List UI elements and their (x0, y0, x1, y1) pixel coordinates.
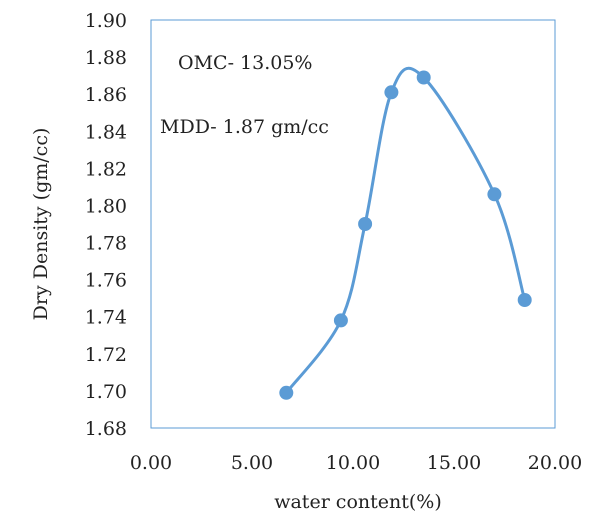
x-tick-label: 0.00 (130, 452, 172, 474)
y-tick-label: 1.90 (85, 10, 127, 32)
x-axis-tick-labels: 0.00 5.00 10.00 15.00 20.00 (130, 452, 582, 474)
y-tick-label: 1.68 (85, 418, 127, 440)
omc-annotation: OMC- 13.05% (178, 52, 312, 74)
x-axis-title: water content(%) (274, 491, 442, 513)
y-tick-label: 1.82 (85, 158, 127, 180)
mdd-annotation: MDD- 1.87 gm/cc (160, 116, 329, 138)
y-tick-label: 1.76 (85, 270, 127, 292)
y-tick-label: 1.70 (85, 381, 127, 403)
y-axis-title: Dry Density (gm/cc) (30, 128, 52, 321)
data-point (358, 217, 373, 231)
y-tick-label: 1.78 (85, 233, 127, 255)
data-point (279, 385, 294, 400)
y-tick-label: 1.72 (85, 344, 127, 366)
data-point (487, 187, 502, 202)
y-axis-tick-labels: 1.68 1.70 1.72 1.74 1.76 1.78 1.80 1.82 1.84 1.86… (85, 10, 127, 440)
data-points (279, 70, 532, 400)
y-tick-label: 1.88 (85, 47, 127, 69)
data-point (517, 293, 532, 307)
data-point (416, 70, 431, 85)
data-point (333, 313, 348, 328)
plot-area-frame (150, 19, 556, 429)
data-point (384, 85, 399, 100)
x-tick-label: 5.00 (231, 452, 273, 474)
x-tick-label: 20.00 (528, 452, 582, 474)
y-tick-label: 1.84 (85, 121, 127, 143)
x-tick-label: 15.00 (427, 452, 481, 474)
y-tick-label: 1.74 (85, 307, 127, 329)
y-tick-label: 1.86 (85, 84, 127, 106)
x-tick-label: 10.00 (326, 452, 380, 474)
y-tick-label: 1.80 (85, 195, 127, 217)
